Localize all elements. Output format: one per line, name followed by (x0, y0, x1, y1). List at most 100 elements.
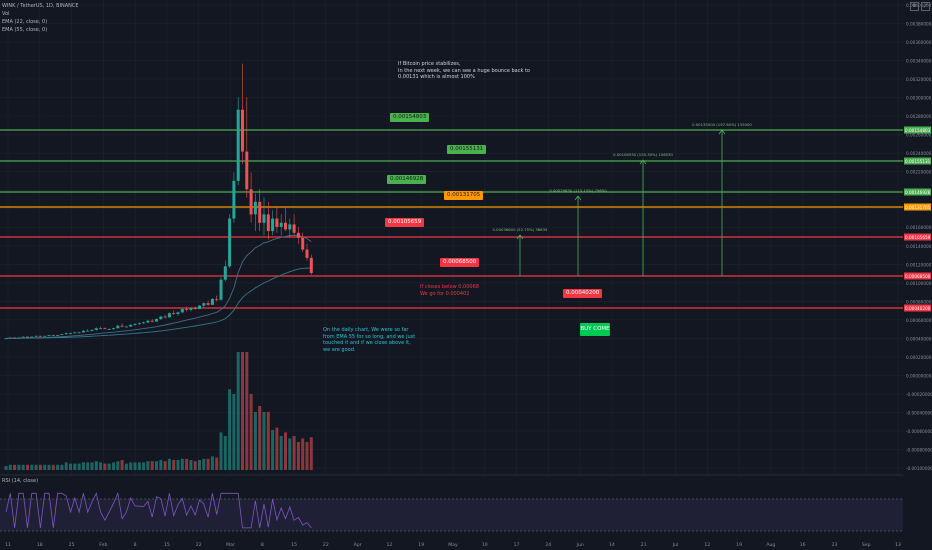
volume-bar (202, 458, 206, 470)
volume-bar (146, 461, 150, 470)
volume-bar (73, 463, 77, 470)
volume-bars (4, 352, 313, 470)
x-tick-label: 12 (386, 542, 392, 548)
y-tick-label: 0.00140000 (906, 244, 932, 249)
x-tick-label: 13 (895, 542, 901, 548)
x-tick-label: 10 (482, 542, 488, 548)
candle-body (249, 189, 253, 215)
y-tick-label: 0.00280000 (906, 114, 932, 119)
y-tick-label: 0.00260000 (906, 133, 932, 138)
price-badge (904, 188, 931, 196)
expand-icon[interactable]: ⤢ (921, 2, 930, 11)
candle-body (137, 323, 141, 325)
volume-bar (8, 464, 12, 470)
volume-bar (167, 458, 171, 470)
candle-body (69, 333, 72, 335)
level-label-6[interactable]: 0.00068500 (440, 258, 480, 267)
volume-bar (292, 436, 296, 470)
candle-body (64, 333, 68, 335)
x-tick-label: 22 (196, 542, 202, 548)
candle-body (292, 224, 296, 233)
settings-icon[interactable]: ⚙ (910, 2, 919, 11)
x-tick-label: Apr (354, 542, 362, 548)
target-arrowhead (718, 129, 726, 135)
volume-bar (137, 462, 141, 470)
volume-bar (133, 462, 137, 470)
y-tick-label: 0.00320000 (906, 77, 932, 82)
volume-bar (284, 432, 287, 470)
buy-come-label[interactable]: BUY COME (580, 323, 610, 336)
target-arrowhead (516, 234, 524, 240)
candle-body (198, 305, 201, 310)
y-tick-label: -0.00100000 (906, 466, 932, 471)
target-label: 0.00036600 (52.75%) 36635 (493, 227, 548, 232)
x-tick-label: Sep (862, 542, 871, 548)
volume-bar (253, 412, 257, 470)
candle-body (73, 332, 77, 334)
candle-body (90, 329, 94, 331)
target-label: 0.00135000 (197.60%) 135000 (692, 122, 752, 127)
candle-body (288, 224, 292, 230)
volume-bar (4, 466, 8, 470)
candle-body (47, 334, 51, 336)
candle-body (124, 326, 128, 328)
y-tick-label: 0.00000000 (906, 373, 932, 378)
chart-toolbar: ⚙ ⤢ (910, 2, 930, 11)
rsi-bg (0, 475, 903, 539)
candle-body (258, 201, 262, 223)
y-tick-label: 0.00220000 (906, 170, 932, 175)
x-tick-label: May (448, 542, 458, 548)
volume-bar (279, 436, 283, 470)
volume-bar (176, 460, 180, 470)
y-tick-label: 0.00100000 (906, 281, 932, 286)
volume-bar (206, 458, 210, 470)
price-badge-label: 0.00040200 (905, 306, 931, 311)
level-label-1[interactable]: 0.00154803 (390, 113, 430, 122)
volume-bar (60, 464, 64, 470)
x-tick-label: 21 (641, 542, 647, 548)
volume-bar (193, 461, 197, 470)
x-tick-label: 17 (514, 542, 520, 548)
x-tick-label: 12 (704, 542, 710, 548)
volume-bar (103, 463, 107, 470)
target-arrowhead (574, 195, 582, 201)
ema-slow-legend: EMA (55, close, 0) (2, 27, 48, 33)
candle-body (275, 218, 279, 227)
volume-bar (301, 438, 305, 470)
volume-bar (17, 464, 21, 470)
x-tick-label: Feb (99, 542, 107, 548)
volume-bar (219, 432, 223, 470)
ema-fast-line (6, 234, 312, 339)
x-tick-label: Aug (766, 542, 775, 548)
price-badge-label: 0.00146928 (905, 190, 931, 195)
price-badge-label: 0.00131705 (905, 205, 931, 210)
candle-body (271, 218, 275, 232)
candle-body (215, 298, 219, 300)
x-tick-label: 23 (831, 542, 837, 548)
y-tick-label: 0.00120000 (906, 262, 932, 267)
volume-bar (155, 461, 158, 470)
level-label-2[interactable]: 0.00155131 (447, 145, 487, 154)
volume-bar (172, 460, 176, 470)
price-scale: 0.004000000.003800000.003600000.00340000… (903, 0, 932, 540)
price-scale-bg (903, 0, 932, 540)
level-label-7[interactable]: 0.00040200 (563, 289, 603, 298)
x-tick-label: 15 (291, 542, 297, 548)
volume-bar (116, 461, 120, 470)
volume-bar (51, 464, 55, 470)
level-label-5[interactable]: 0.00105659 (385, 218, 425, 227)
candle-body (253, 201, 257, 215)
volume-bar (69, 463, 72, 470)
volume-bar (236, 352, 240, 470)
rsi-legend: RSI (14, close) (2, 478, 39, 484)
level-label-4[interactable]: 0.00131705 (444, 191, 484, 200)
level-label-3[interactable]: 0.00146928 (387, 175, 427, 184)
x-tick-label: 24 (545, 542, 551, 548)
candle-body (146, 320, 150, 323)
volume-bar (245, 352, 249, 470)
volume-bar (94, 461, 98, 470)
volume-bar (180, 458, 184, 470)
volume-bar (232, 394, 236, 470)
candle-body (34, 335, 38, 337)
